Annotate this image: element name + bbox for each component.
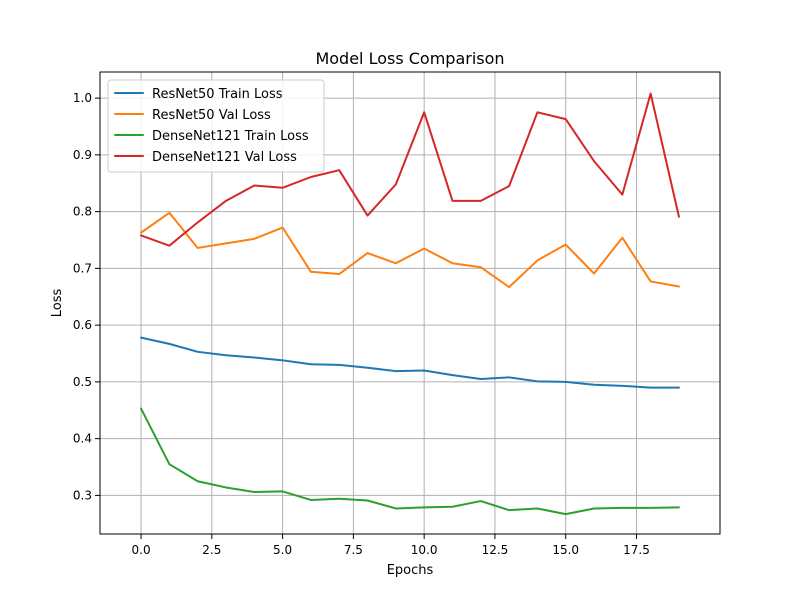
x-tick-label: 10.0 [411, 543, 438, 557]
x-tick-label: 17.5 [623, 543, 650, 557]
series-line-resnet50-val-loss [140, 211, 680, 289]
series-line-densenet121-train-loss [140, 407, 680, 516]
plot-area-frame [99, 71, 721, 535]
legend: ResNet50 Train Loss ResNet50 Val Loss Dens… [107, 79, 325, 173]
x-tick-label: 0.0 [132, 543, 151, 557]
x-tick-label: 7.5 [344, 543, 363, 557]
series-lines [140, 92, 680, 516]
legend-label: DenseNet121 Val Loss [152, 150, 297, 165]
legend-label: ResNet50 Train Loss [152, 87, 283, 102]
y-axis-label: Loss [50, 289, 65, 318]
x-tick-label: 15.0 [552, 543, 579, 557]
series-line-resnet50-train-loss [140, 336, 680, 389]
y-tick-label: 0.3 [73, 488, 92, 502]
x-tick-label: 12.5 [482, 543, 509, 557]
axis-ticks: 0.0 2.5 5.0 7.5 10.0 12.5 15.0 17.5 0.3 0.4 0.5 0.6… [73, 91, 650, 557]
series-line-densenet121-val-loss [140, 92, 680, 247]
y-tick-label: 0.4 [73, 432, 92, 446]
y-tick-label: 0.8 [73, 205, 92, 219]
y-tick-label: 0.9 [73, 148, 92, 162]
chart-title: Model Loss Comparison [315, 49, 504, 68]
x-tick-label: 2.5 [202, 543, 221, 557]
y-tick-label: 0.6 [73, 318, 92, 332]
x-tick-label: 5.0 [273, 543, 292, 557]
legend-label: DenseNet121 Train Loss [152, 129, 309, 144]
y-tick-label: 0.5 [73, 375, 92, 389]
y-tick-label: 0.7 [73, 261, 92, 275]
legend-label: ResNet50 Val Loss [152, 108, 271, 123]
y-tick-label: 1.0 [73, 91, 92, 105]
legend-box [107, 79, 325, 173]
x-axis-label: Epochs [387, 563, 434, 578]
